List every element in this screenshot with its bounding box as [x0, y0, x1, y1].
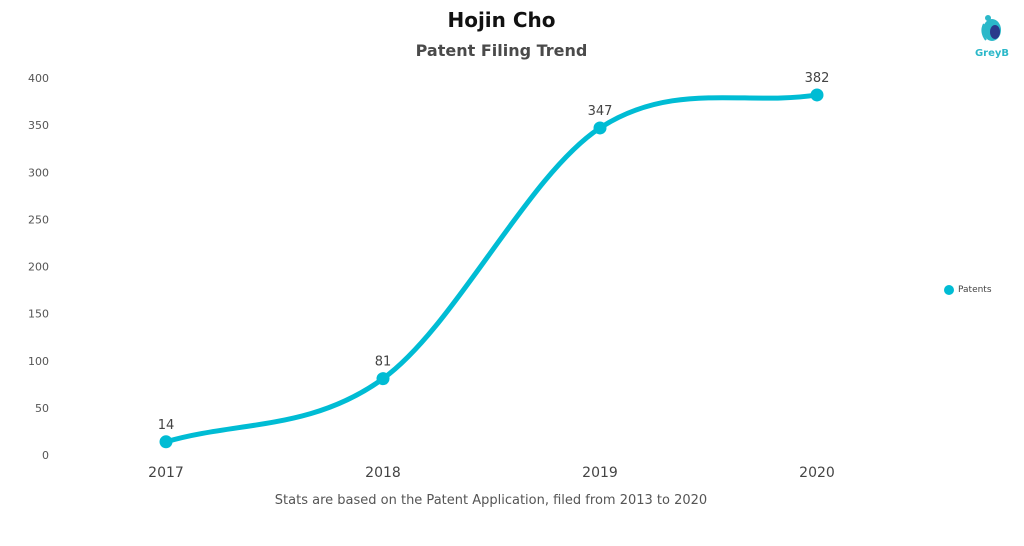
x-tick-label: 2019	[582, 465, 618, 481]
data-label: 382	[805, 71, 830, 86]
y-tick-label: 200	[28, 261, 49, 274]
legend-label: Patents	[958, 285, 992, 295]
y-tick-label: 350	[28, 119, 49, 132]
chart-title: Hojin Cho	[447, 8, 556, 32]
data-point	[159, 435, 173, 449]
data-point	[810, 88, 824, 102]
y-axis: 0 50 100 150 200 250 300 350 400	[28, 72, 49, 462]
greyb-logo-icon	[981, 15, 1001, 41]
legend: Patents	[944, 285, 992, 295]
legend-marker	[944, 285, 954, 295]
greyb-logo-text: GreyB	[974, 48, 1010, 59]
y-tick-label: 100	[28, 355, 49, 368]
data-label: 81	[375, 355, 392, 370]
data-point	[593, 121, 607, 135]
x-tick-label: 2018	[365, 465, 401, 481]
y-tick-label: 300	[28, 166, 49, 179]
y-tick-label: 250	[28, 213, 49, 226]
data-labels: 14 81 347 382	[158, 71, 830, 433]
data-point	[376, 372, 390, 386]
y-tick-label: 150	[28, 308, 49, 321]
data-label: 347	[588, 104, 613, 119]
y-tick-label: 0	[42, 449, 49, 462]
x-axis: 2017 2018 2019 2020	[148, 465, 835, 481]
series-line-patents	[163, 92, 820, 445]
chart-subtitle: Patent Filing Trend	[415, 41, 588, 60]
y-tick-label: 50	[35, 402, 49, 415]
footnote: Stats are based on the Patent Applicatio…	[274, 493, 708, 508]
x-tick-label: 2020	[799, 465, 835, 481]
x-tick-label: 2017	[148, 465, 184, 481]
greyb-logo: GreyB	[972, 12, 1012, 64]
data-label: 14	[158, 418, 175, 433]
y-tick-label: 400	[28, 72, 49, 85]
data-points	[159, 88, 824, 449]
